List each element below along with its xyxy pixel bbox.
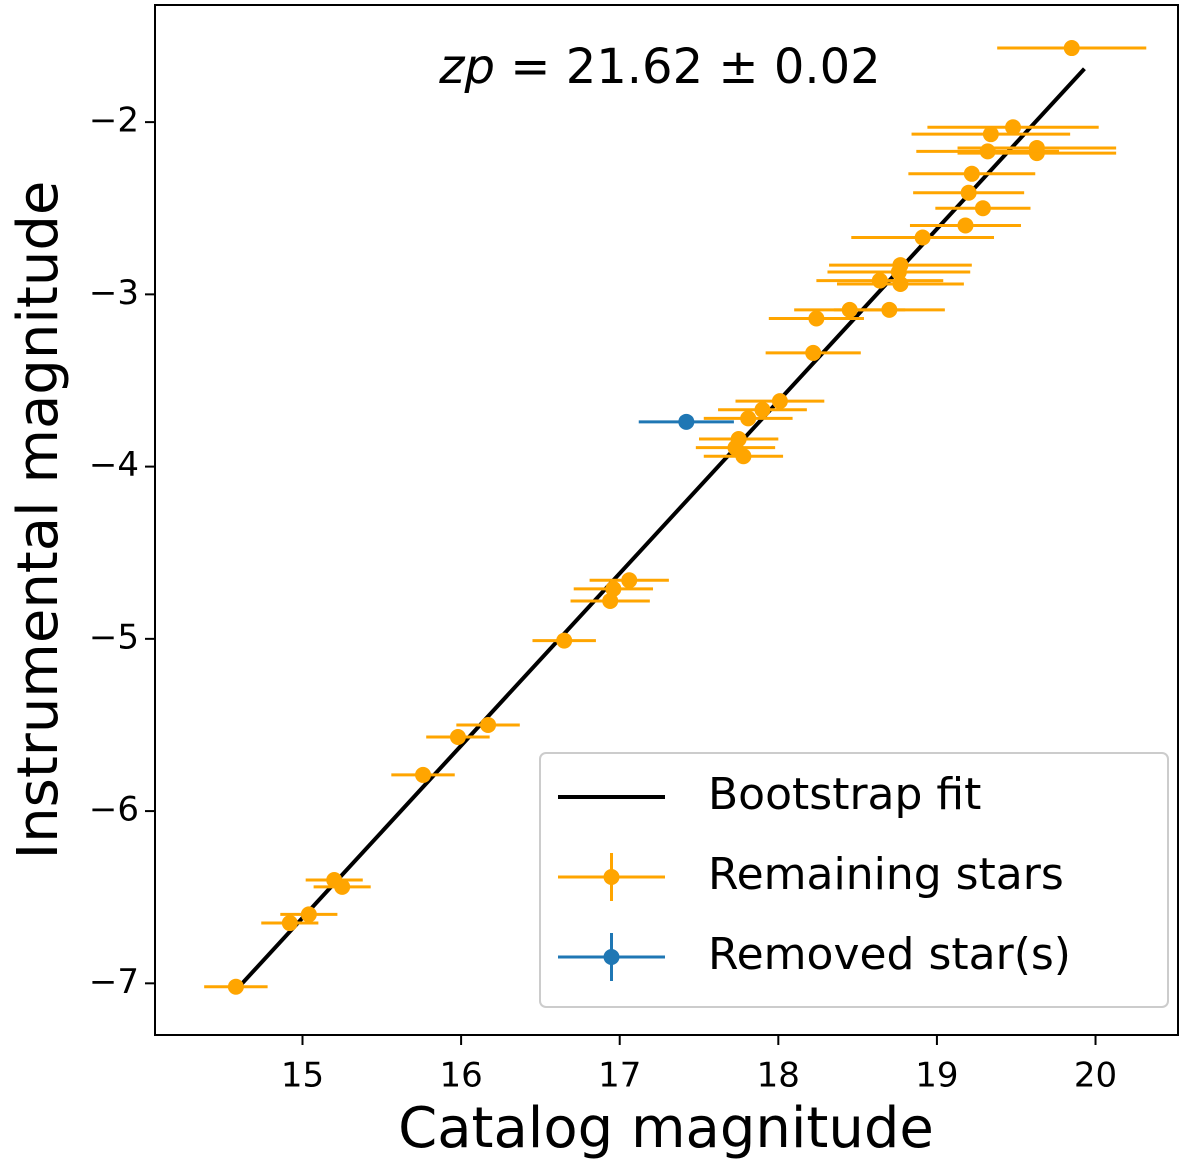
- x-tick-label: 15: [281, 1056, 324, 1096]
- annotation-text: = 21.62 ± 0.02: [510, 39, 881, 95]
- star-point: [960, 184, 977, 201]
- x-tick-label: 19: [915, 1056, 958, 1096]
- star-point: [300, 906, 317, 923]
- star-point: [805, 344, 822, 361]
- star-point: [963, 165, 980, 182]
- legend-box: [539, 752, 1169, 1008]
- x-tick-label: 18: [757, 1056, 800, 1096]
- star-point: [1028, 145, 1045, 162]
- star-point: [771, 393, 788, 410]
- legend-label: Removed star(s): [708, 929, 1071, 980]
- x-tick-label: 16: [439, 1056, 482, 1096]
- star-point: [892, 276, 909, 293]
- y-axis-label: Instrumental magnitude: [6, 181, 71, 860]
- star-point: [735, 448, 752, 465]
- star-point: [602, 592, 619, 609]
- star-point: [480, 716, 497, 733]
- star-point: [334, 878, 351, 895]
- star-point: [974, 200, 991, 217]
- star-point: [740, 410, 757, 427]
- star-point: [808, 310, 825, 327]
- star-point: [754, 401, 771, 418]
- star-point: [605, 580, 622, 597]
- y-tick-label: −7: [89, 962, 139, 1002]
- annotation-symbol: zp: [438, 39, 495, 95]
- fit-line: [232, 67, 1086, 994]
- star-point: [1063, 40, 1080, 57]
- star-point: [556, 632, 573, 649]
- star-point: [415, 766, 432, 783]
- star-point: [227, 978, 244, 995]
- x-tick-label: 20: [1074, 1056, 1117, 1096]
- y-tick-label: −4: [89, 445, 139, 485]
- y-tick-label: −6: [89, 790, 139, 830]
- y-tick-label: −3: [89, 273, 139, 313]
- legend-label: Remaining stars: [708, 849, 1064, 900]
- star-point: [871, 272, 888, 289]
- star-point: [982, 126, 999, 143]
- legend-marker: [603, 869, 620, 885]
- x-tick-label: 17: [598, 1056, 641, 1096]
- star-point: [841, 301, 858, 318]
- star-point: [678, 413, 695, 430]
- annotation: zp = 21.62 ± 0.02: [438, 39, 880, 95]
- star-point: [914, 229, 931, 246]
- star-point: [979, 143, 996, 160]
- star-point: [890, 263, 907, 280]
- plot-frame: [154, 4, 1179, 1036]
- star-point: [1005, 119, 1022, 136]
- y-tick-label: −5: [89, 617, 139, 657]
- star-point: [621, 572, 638, 589]
- legend-label: Bootstrap fit: [708, 769, 981, 820]
- star-point: [281, 915, 298, 932]
- star-point: [449, 729, 466, 746]
- legend-marker: [603, 949, 620, 965]
- x-axis-label: Catalog magnitude: [398, 1096, 934, 1161]
- star-point: [957, 217, 974, 234]
- y-tick-label: −2: [89, 101, 139, 141]
